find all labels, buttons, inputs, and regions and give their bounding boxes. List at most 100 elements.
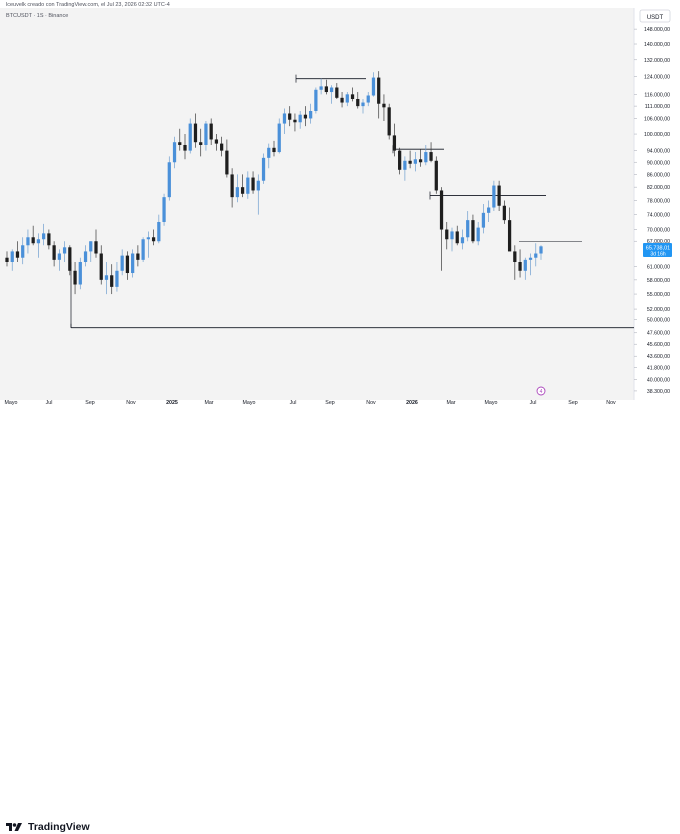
candle-body [282, 113, 287, 124]
candle-body [450, 231, 454, 240]
price-tick-label: 47.600,00 [647, 331, 670, 337]
candle-body [314, 89, 318, 111]
candle-body [68, 247, 72, 271]
time-tick-label: Jul [46, 400, 53, 406]
price-tick-label: 67.000,00 [647, 239, 670, 245]
candle-body [356, 98, 360, 107]
candle-body [94, 241, 98, 254]
candle-body [99, 253, 103, 280]
candle-body [361, 102, 365, 107]
price-tick-label: 43.600,00 [647, 354, 670, 360]
candle-body [377, 77, 381, 104]
footer: TradingView [0, 409, 680, 833]
candle-body [141, 239, 145, 260]
candle-body [408, 160, 412, 164]
candle-body [214, 139, 219, 144]
levels-layer [70, 74, 634, 329]
candle-body [225, 150, 229, 175]
candle-body [78, 262, 82, 285]
candle-body [52, 245, 56, 260]
candle-body [513, 251, 517, 263]
candle-body [277, 123, 281, 153]
candle-body [21, 245, 25, 258]
candle-body [157, 221, 161, 242]
chart-area[interactable]: 148.000,00 140.000,00 132.000,00 124.000,00… [0, 0, 680, 429]
candle-body [162, 197, 166, 222]
candle-body [267, 147, 271, 158]
candle-body [298, 114, 302, 123]
time-tick-label: Nov [606, 400, 616, 406]
candle-body [57, 253, 61, 260]
candle-body [10, 251, 14, 263]
candle-body [256, 180, 260, 191]
chart-svg[interactable]: 148.000,00 140.000,00 132.000,00 124.000,00… [0, 0, 680, 429]
price-tick-label: 40.000,00 [647, 377, 670, 383]
price-tick-label: 41.800,00 [647, 366, 670, 372]
time-tick-label: Nov [126, 400, 136, 406]
price-tick-label: 86.000,00 [647, 172, 670, 178]
candle-body [31, 237, 35, 244]
candle-body [125, 255, 130, 274]
candle-body [115, 270, 119, 287]
candle-body [398, 150, 402, 170]
candle-body [487, 207, 491, 213]
time-axis: Mayo Jul Sep Nov 2025 Mar Mayo Jul Sep Nov 2026 Mar… [5, 400, 617, 406]
candle-body [104, 275, 109, 280]
candle-body [178, 142, 182, 145]
price-tag: 65.738,01 3d 16h [643, 243, 672, 258]
time-tick-label: Mayo [485, 400, 498, 406]
candle-body [445, 229, 449, 240]
price-tick-label: 100.000,00 [644, 132, 670, 138]
candle-body [42, 233, 46, 240]
candle-body [246, 177, 250, 194]
candle-body [413, 159, 417, 164]
time-tick-label: 2025 [166, 400, 178, 406]
price-tick-label: 61.000,00 [647, 264, 670, 270]
candle-body [26, 237, 30, 246]
candle-body [497, 185, 501, 206]
candle-body [209, 123, 213, 140]
candle-body [120, 255, 124, 271]
candle-body [230, 174, 234, 198]
candle-body [89, 241, 93, 252]
candle-body [5, 257, 9, 263]
tradingview-logo[interactable]: TradingView [6, 820, 90, 834]
price-tick-label: 140.000,00 [644, 42, 670, 48]
price-tick-label: 148.000,00 [644, 27, 670, 33]
candle-body [466, 220, 470, 238]
currency-button-label: USDT [647, 15, 664, 21]
candle-body [319, 86, 323, 90]
candle-body [36, 239, 41, 244]
price-axis-background [634, 8, 680, 400]
candle-body [371, 77, 376, 96]
time-tick-label: Nov [366, 400, 376, 406]
candle-body [534, 253, 538, 258]
price-tick-label: 94.000,00 [647, 149, 670, 155]
candle-body [460, 237, 465, 244]
currency-button[interactable]: USDT [639, 9, 671, 23]
candle-body [507, 220, 512, 252]
candle-body [293, 119, 297, 123]
price-tick-label: 50.000,00 [647, 318, 670, 324]
candle-body [335, 87, 339, 98]
candle-body [251, 177, 255, 191]
price-tick-label: 78.000,00 [647, 199, 670, 205]
symbol-line: BTCUSDT · 1S · Binance [6, 13, 69, 19]
event-marker[interactable]: 4 [536, 386, 546, 396]
candles-layer [5, 71, 543, 295]
candle-body [382, 103, 386, 108]
price-tick-label: 124.000,00 [644, 74, 670, 80]
candle-body [476, 227, 480, 242]
price-tag-countdown: 3d 16h [650, 252, 666, 258]
candle-body [240, 187, 245, 194]
candle-body [329, 87, 334, 93]
candle-body [309, 110, 313, 119]
candle-body [518, 262, 522, 271]
candle-body [403, 160, 407, 170]
time-tick-label: Mayo [5, 400, 18, 406]
candle-body [418, 159, 423, 163]
candle-body [502, 205, 506, 221]
price-tick-label: 38.300,00 [647, 389, 670, 395]
price-tick-label: 58.000,00 [647, 278, 670, 284]
plot-background [0, 8, 634, 400]
